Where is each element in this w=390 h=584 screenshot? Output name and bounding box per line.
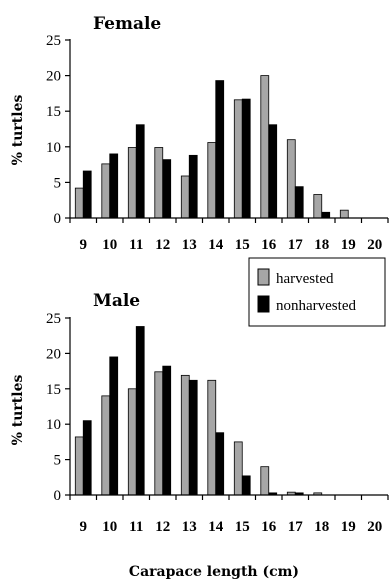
female-bar-nonharvested-16	[268, 124, 278, 219]
male-bar-nonharvested-10	[109, 356, 119, 496]
female-bar-nonharvested-12	[162, 159, 172, 219]
female-bar-harvested-18	[313, 194, 323, 219]
male-y-tick-label-15: 15	[46, 382, 61, 398]
female-bar-nonharvested-17	[294, 186, 304, 219]
male-panel: Male % turtles 0 5 10 15 20 25 9 10 11 12 13 14 15 1…	[10, 257, 389, 535]
female-bar-harvested-19	[339, 209, 349, 219]
female-bar-nonharvested-18	[321, 211, 331, 219]
female-panel: Female % turtles 0 5 10 15 20 25 9 10 11 12 13 14 1…	[10, 14, 389, 253]
male-x-tick-label-17: 17	[288, 519, 304, 535]
male-x-tick-label-9: 9	[80, 519, 88, 535]
female-x-tick-label-14: 14	[208, 237, 224, 253]
female-bar-nonharvested-10	[109, 153, 119, 219]
male-bar-harvested-13	[180, 374, 190, 496]
female-x-tick-label-13: 13	[182, 237, 197, 253]
female-title: Female	[93, 14, 161, 34]
male-y-tick-label-0: 0	[54, 488, 62, 504]
female-y-axis-label: % turtles	[10, 95, 26, 166]
legend-box	[248, 257, 386, 327]
x-axis-label: Carapace length (cm)	[129, 564, 299, 580]
female-y-tick-label-20: 20	[46, 69, 61, 85]
male-y-tick-label-20: 20	[46, 346, 61, 362]
female-bars	[74, 75, 349, 219]
female-x-tick-label-9: 9	[80, 237, 88, 253]
male-x-tick-label-13: 13	[182, 519, 197, 535]
male-y-tick-label-5: 5	[54, 453, 62, 469]
male-bar-nonharvested-12	[162, 365, 172, 496]
female-y-tick-label-15: 15	[46, 104, 61, 120]
female-bar-nonharvested-15	[241, 98, 251, 219]
male-x-tick-label-15: 15	[235, 519, 250, 535]
male-bar-harvested-16	[260, 466, 270, 496]
female-bar-harvested-14	[207, 142, 217, 219]
male-x-tick-label-11: 11	[129, 519, 143, 535]
male-bar-harvested-9	[74, 436, 84, 496]
male-x-ticks: 9 10 11 12 13 14 15 16 17 18 19 20	[69, 495, 389, 535]
female-bar-nonharvested-13	[188, 154, 198, 219]
female-y-tick-label-10: 10	[46, 140, 61, 156]
male-bar-nonharvested-15	[241, 475, 251, 496]
male-bar-harvested-10	[101, 395, 111, 496]
female-bar-nonharvested-14	[215, 80, 225, 219]
female-y-tick-label-25: 25	[46, 33, 61, 49]
male-x-tick-label-20: 20	[367, 519, 382, 535]
female-y-ticks: 0 5 10 15 20 25	[46, 33, 70, 227]
male-bar-harvested-12	[154, 371, 164, 496]
male-title: Male	[93, 291, 140, 311]
female-bar-nonharvested-9	[82, 170, 92, 219]
female-x-tick-label-18: 18	[314, 237, 329, 253]
male-bar-harvested-15	[233, 441, 243, 496]
legend-swatch-nonharvested	[257, 295, 270, 313]
male-x-tick-label-10: 10	[102, 519, 117, 535]
male-y-axis-label: % turtles	[10, 375, 26, 446]
female-x-tick-label-12: 12	[155, 237, 170, 253]
female-bar-harvested-12	[154, 147, 164, 219]
male-x-tick-label-12: 12	[155, 519, 170, 535]
female-x-tick-label-20: 20	[367, 237, 382, 253]
male-bars	[74, 326, 323, 496]
legend-swatch-harvested	[257, 268, 270, 286]
female-bar-harvested-10	[101, 163, 111, 219]
female-x-tick-label-16: 16	[261, 237, 277, 253]
male-bar-harvested-11	[127, 388, 137, 496]
male-x-tick-label-16: 16	[261, 519, 277, 535]
female-bar-harvested-17	[286, 139, 296, 219]
male-x-tick-label-18: 18	[314, 519, 329, 535]
female-y-tick-label-5: 5	[54, 175, 62, 191]
legend-label-harvested: harvested	[276, 271, 334, 287]
male-y-ticks: 0 5 10 15 20 25	[46, 311, 70, 504]
female-x-tick-label-15: 15	[235, 237, 250, 253]
male-y-tick-label-25: 25	[46, 311, 61, 327]
female-x-tick-label-17: 17	[288, 237, 304, 253]
male-bar-nonharvested-9	[82, 420, 92, 496]
female-bar-harvested-11	[127, 147, 137, 219]
legend-label-nonharvested: nonharvested	[276, 298, 356, 314]
female-x-tick-label-19: 19	[341, 237, 356, 253]
male-bar-harvested-14	[207, 379, 217, 496]
female-x-tick-label-11: 11	[129, 237, 143, 253]
female-bar-harvested-15	[233, 99, 243, 219]
female-bar-nonharvested-11	[135, 124, 145, 219]
female-bar-harvested-9	[74, 187, 84, 219]
male-y-tick-label-10: 10	[46, 417, 61, 433]
female-y-tick-label-0: 0	[54, 211, 62, 227]
female-bar-harvested-16	[260, 75, 270, 219]
male-bar-nonharvested-13	[188, 379, 198, 496]
female-x-tick-label-10: 10	[102, 237, 117, 253]
male-bar-nonharvested-11	[135, 326, 145, 496]
male-x-tick-label-14: 14	[208, 519, 224, 535]
legend: harvested nonharvested	[248, 257, 386, 327]
female-bar-harvested-13	[180, 175, 190, 219]
female-x-ticks: 9 10 11 12 13 14 15 16 17 18 19 20	[69, 218, 389, 253]
male-x-tick-label-19: 19	[341, 519, 356, 535]
male-bar-nonharvested-14	[215, 432, 225, 496]
